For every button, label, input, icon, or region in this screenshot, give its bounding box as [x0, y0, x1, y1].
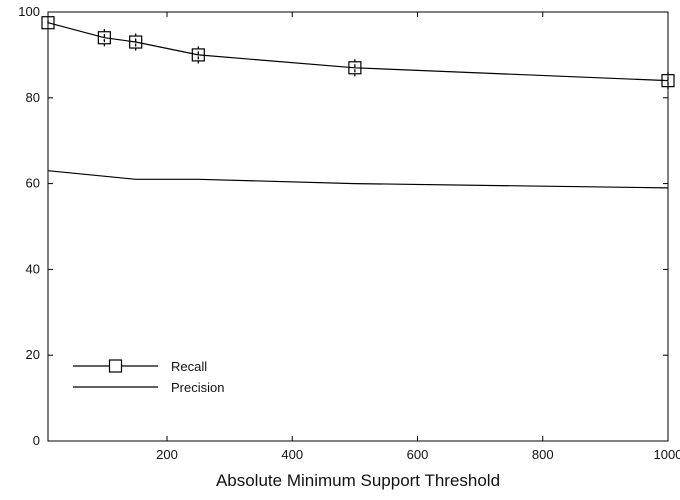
data-point-recall: [191, 48, 205, 62]
x-tick-label: 400: [281, 447, 303, 462]
x-tick-label: 200: [156, 447, 178, 462]
legend: Recall Precision: [73, 359, 224, 395]
x-axis: 200 400 600 800 1000: [156, 12, 680, 462]
x-tick-label: 600: [407, 447, 429, 462]
y-tick-label: 40: [26, 261, 40, 276]
x-axis-title: Absolute Minimum Support Threshold: [216, 471, 500, 490]
legend-recall-marker: [108, 359, 123, 373]
y-tick-label: 100: [18, 4, 40, 19]
data-point-recall: [41, 16, 55, 30]
x-tick-label: 1000: [654, 447, 680, 462]
plot-area-frame: [47, 11, 669, 442]
legend-precision-label: Precision: [171, 380, 224, 395]
data-point-recall: [661, 74, 675, 88]
y-tick-label: 0: [33, 433, 40, 448]
series-line-recall: [47, 22, 669, 82]
series-line-precision: [47, 170, 669, 189]
legend-recall-label: Recall: [171, 359, 207, 374]
data-point-recall: [129, 35, 143, 49]
series-layer: [41, 16, 675, 189]
y-tick-label: 80: [26, 90, 40, 105]
y-tick-label: 20: [26, 347, 40, 362]
y-tick-label: 60: [26, 176, 40, 191]
data-point-recall: [97, 31, 111, 45]
data-point-recall: [348, 61, 362, 75]
y-axis: 0 20 40 60 80 100: [18, 4, 668, 448]
x-tick-label: 800: [532, 447, 554, 462]
